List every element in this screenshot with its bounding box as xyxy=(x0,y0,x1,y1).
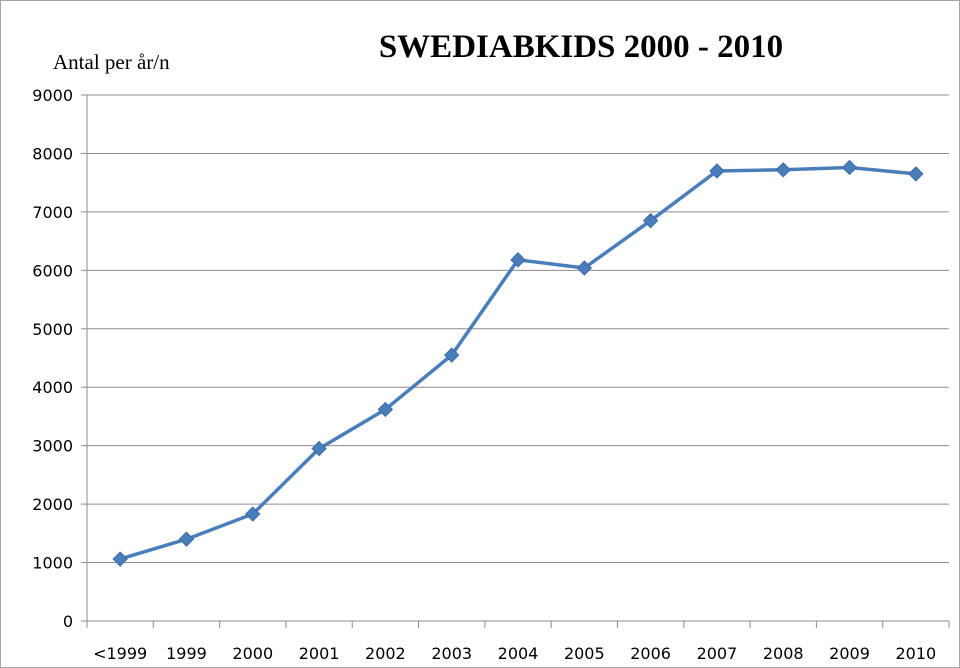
y-tick-label-6000: 6000 xyxy=(32,261,73,280)
data-point-2001 xyxy=(311,440,327,457)
x-tick-label-4: 2002 xyxy=(365,644,406,663)
y-tick-label-5000: 5000 xyxy=(32,320,73,339)
y-tick-label-7000: 7000 xyxy=(32,203,73,222)
y-axis-label: Antal per år/n xyxy=(53,50,170,74)
x-tick-label-0: <1999 xyxy=(93,644,147,663)
data-point-2009 xyxy=(841,159,858,176)
x-tick-label-6: 2004 xyxy=(498,644,539,663)
x-tick-label-8: 2006 xyxy=(630,644,671,663)
x-tick-label-5: 2003 xyxy=(431,644,472,663)
data-point-2005 xyxy=(576,260,593,276)
x-tick-label-9: 2007 xyxy=(697,644,738,663)
chart-title: SWEDIABKIDS 2000 - 2010 xyxy=(379,29,783,65)
axes xyxy=(81,94,950,628)
x-tick-label-2: 2000 xyxy=(232,644,273,663)
data-point-1999 xyxy=(178,531,195,547)
series xyxy=(112,159,924,567)
series-line-0 xyxy=(118,165,918,561)
gridlines xyxy=(87,94,949,564)
data-point-2006 xyxy=(642,212,659,229)
x-tick-label-7: 2005 xyxy=(564,644,605,663)
x-tick-labels: <1999 1999 2000 2001 2002 2003 2004 2005 2006 200… xyxy=(93,644,936,663)
y-tick-label-0: 0 xyxy=(63,612,73,631)
x-tick-label-3: 2001 xyxy=(299,644,340,663)
data-point-2008 xyxy=(775,162,791,178)
data-point-2010 xyxy=(908,166,924,182)
y-tick-label-4000: 4000 xyxy=(32,378,73,397)
y-tick-label-3000: 3000 xyxy=(32,437,73,456)
data-point-2004 xyxy=(510,252,526,268)
y-tick-label-9000: 9000 xyxy=(32,86,73,105)
y-tick-label-2000: 2000 xyxy=(32,495,73,514)
data-point-2003 xyxy=(443,347,460,363)
x-tick-label-10: 2008 xyxy=(763,644,804,663)
data-point-2007 xyxy=(709,163,725,179)
x-tick-label-1: 1999 xyxy=(166,644,207,663)
x-tick-label-11: 2009 xyxy=(829,644,870,663)
x-tick-label-12: 2010 xyxy=(895,644,936,663)
y-tick-label-8000: 8000 xyxy=(32,144,73,163)
data-point-2002 xyxy=(377,401,394,418)
data-point-2000 xyxy=(245,506,261,522)
y-tick-label-1000: 1000 xyxy=(32,554,73,573)
data-point-<1999 xyxy=(112,551,128,567)
y-tick-labels: 0 1000 2000 3000 4000 5000 6000 7000 8000 9000 xyxy=(32,86,73,631)
